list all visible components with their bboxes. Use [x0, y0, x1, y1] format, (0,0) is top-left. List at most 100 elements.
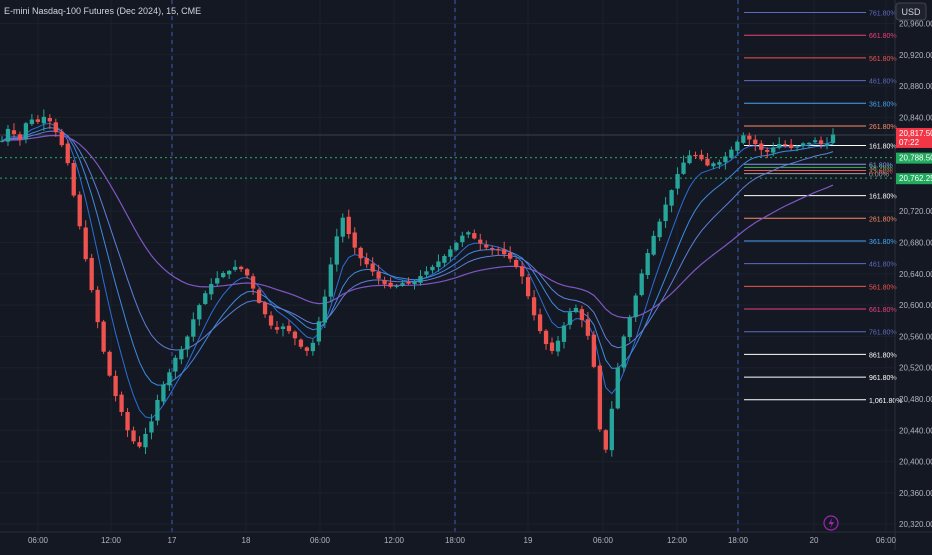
candle-body[interactable] [430, 266, 435, 271]
candle-body[interactable] [107, 351, 112, 376]
candle-body[interactable] [334, 236, 339, 265]
candle-body[interactable] [280, 326, 286, 329]
candle-body[interactable] [155, 399, 160, 421]
candle-body[interactable] [41, 116, 47, 124]
candle-body[interactable] [11, 130, 17, 134]
lightning-icon[interactable] [823, 515, 839, 531]
candle-body[interactable] [591, 334, 597, 367]
candle-body[interactable] [699, 154, 704, 160]
candle-body[interactable] [442, 256, 447, 263]
candle-body[interactable] [537, 314, 543, 332]
candle-body[interactable] [603, 430, 608, 450]
candle-body[interactable] [125, 412, 130, 431]
candle-body[interactable] [179, 349, 184, 360]
candle-body[interactable] [448, 249, 453, 257]
candle-body[interactable] [687, 155, 692, 164]
candle-body[interactable] [543, 330, 549, 345]
candle-body[interactable] [346, 216, 351, 235]
candle-body[interactable] [555, 340, 561, 352]
candle-body[interactable] [101, 321, 106, 352]
candle-body[interactable] [567, 312, 573, 325]
candle-body[interactable] [651, 235, 656, 255]
candle-body[interactable] [113, 375, 118, 397]
candle-body[interactable] [71, 163, 76, 196]
candle-body[interactable] [53, 122, 58, 133]
candle-body[interactable] [5, 128, 11, 142]
candle-body[interactable] [83, 227, 88, 260]
candle-body[interactable] [513, 259, 519, 267]
candle-body[interactable] [316, 321, 322, 342]
candle-body[interactable] [759, 143, 764, 150]
candle-body[interactable] [23, 123, 29, 139]
candle-body[interactable] [585, 319, 591, 336]
candle-body[interactable] [298, 339, 304, 347]
candle-body[interactable] [149, 421, 154, 433]
candle-body[interactable] [675, 174, 680, 189]
candle-body[interactable] [794, 146, 800, 148]
candle-body[interactable] [771, 147, 776, 153]
candle-body[interactable] [256, 289, 262, 303]
candle-body[interactable] [783, 144, 788, 146]
candle-body[interactable] [382, 280, 387, 285]
candle-body[interactable] [197, 305, 202, 320]
candle-body[interactable] [735, 141, 740, 151]
candle-body[interactable] [173, 357, 178, 372]
candle-body[interactable] [806, 142, 812, 145]
candle-body[interactable] [418, 276, 423, 283]
candle-body[interactable] [788, 144, 794, 148]
candle-body[interactable] [370, 263, 375, 272]
candle-body[interactable] [59, 131, 64, 146]
candle-body[interactable] [268, 315, 274, 326]
candle-body[interactable] [705, 158, 710, 166]
candle-body[interactable] [388, 282, 393, 287]
candle-body[interactable] [244, 269, 250, 276]
candle-body[interactable] [693, 154, 698, 157]
candle-body[interactable] [412, 281, 417, 285]
candle-body[interactable] [627, 317, 632, 338]
candle-body[interactable] [466, 232, 471, 235]
candle-body[interactable] [406, 281, 411, 284]
candle-body[interactable] [203, 293, 208, 304]
candles[interactable] [0, 109, 836, 457]
candle-body[interactable] [508, 252, 513, 259]
candle-body[interactable] [765, 149, 770, 152]
candle-body[interactable] [95, 289, 100, 323]
candle-body[interactable] [525, 277, 531, 297]
candle-body[interactable] [35, 119, 41, 122]
candle-body[interactable] [645, 253, 650, 276]
candle-body[interactable] [549, 342, 555, 351]
candle-body[interactable] [394, 285, 399, 287]
candle-body[interactable] [812, 140, 818, 143]
candle-body[interactable] [818, 140, 824, 144]
candle-body[interactable] [47, 118, 52, 122]
candle-body[interactable] [490, 248, 495, 250]
candle-body[interactable] [717, 162, 722, 165]
candle-body[interactable] [185, 336, 190, 350]
candle-body[interactable] [65, 143, 70, 164]
candle-body[interactable] [340, 217, 345, 237]
candle-body[interactable] [215, 278, 220, 284]
candle-body[interactable] [250, 276, 256, 289]
candle-body[interactable] [561, 325, 567, 342]
candle-body[interactable] [364, 258, 369, 265]
candle-body[interactable] [161, 384, 166, 402]
candle-body[interactable] [352, 232, 357, 248]
candle-body[interactable] [484, 244, 489, 248]
candle-body[interactable] [824, 143, 830, 146]
candle-body[interactable] [233, 266, 238, 270]
candle-body[interactable] [621, 336, 626, 368]
price-axis[interactable]: 20,960.00 20,920.00 20,880.00 20,840.00 20,7… [894, 0, 932, 550]
candle-body[interactable] [496, 249, 501, 251]
candle-body[interactable] [89, 257, 94, 291]
candle-body[interactable] [358, 247, 363, 259]
candle-body[interactable] [238, 266, 244, 270]
candle-body[interactable] [472, 233, 477, 239]
candle-body[interactable] [274, 327, 280, 330]
candle-body[interactable] [328, 264, 333, 297]
candle-body[interactable] [137, 442, 142, 447]
candle-body[interactable] [669, 190, 674, 206]
candle-body[interactable] [262, 302, 268, 315]
candle-body[interactable] [191, 319, 196, 337]
candle-body[interactable] [119, 394, 124, 413]
